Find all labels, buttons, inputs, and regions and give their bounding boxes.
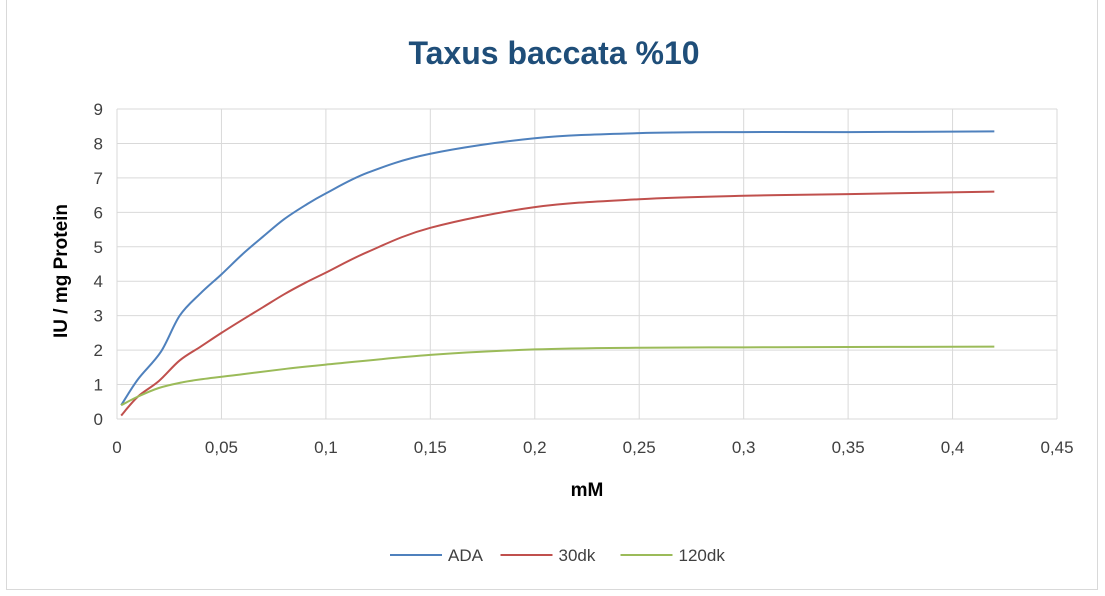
y-tick-label: 9 [94,100,103,119]
x-axis-ticks: 0 0,05 0,1 0,15 0,2 0,25 0,3 0,35 0,4 0,45 [112,438,1073,457]
legend: ADA 30dk 120dk [390,546,725,565]
legend-label: 120dk [679,546,726,565]
series-line-ada [120,130,995,406]
y-tick-label: 5 [94,238,103,257]
chart-frame: Taxus baccata %10 0 1 2 3 4 5 6 7 8 9 0 0,05 0,1 0,1… [6,0,1098,590]
series-line-30dk [120,190,995,417]
y-tick-label: 0 [94,410,103,429]
series-lines [120,130,995,417]
y-tick-label: 1 [94,376,103,395]
x-tick-label: 0,2 [523,438,547,457]
x-tick-label: 0,3 [732,438,756,457]
x-tick-label: 0,35 [832,438,865,457]
line-chart: Taxus baccata %10 0 1 2 3 4 5 6 7 8 9 0 0,05 0,1 0,1… [51,35,1074,565]
gridlines [116,108,1058,420]
x-tick-label: 0 [112,438,121,457]
y-tick-label: 4 [94,272,103,291]
x-tick-label: 0,05 [205,438,238,457]
y-tick-label: 8 [94,134,103,153]
y-axis-ticks: 0 1 2 3 4 5 6 7 8 9 [94,100,103,429]
y-tick-label: 6 [94,203,103,222]
y-axis-title: IU / mg Protein [51,204,72,338]
x-tick-label: 0,45 [1040,438,1073,457]
y-tick-label: 3 [94,307,103,326]
x-tick-label: 0,25 [623,438,656,457]
y-tick-label: 7 [94,169,103,188]
y-tick-label: 2 [94,341,103,360]
legend-label: ADA [448,546,484,565]
x-tick-label: 0,1 [314,438,338,457]
x-tick-label: 0,15 [414,438,447,457]
series-line-120dk [120,345,995,407]
x-axis-title: mM [571,480,604,501]
chart-title: Taxus baccata %10 [408,35,699,71]
x-tick-label: 0,4 [941,438,965,457]
legend-label: 30dk [559,546,596,565]
